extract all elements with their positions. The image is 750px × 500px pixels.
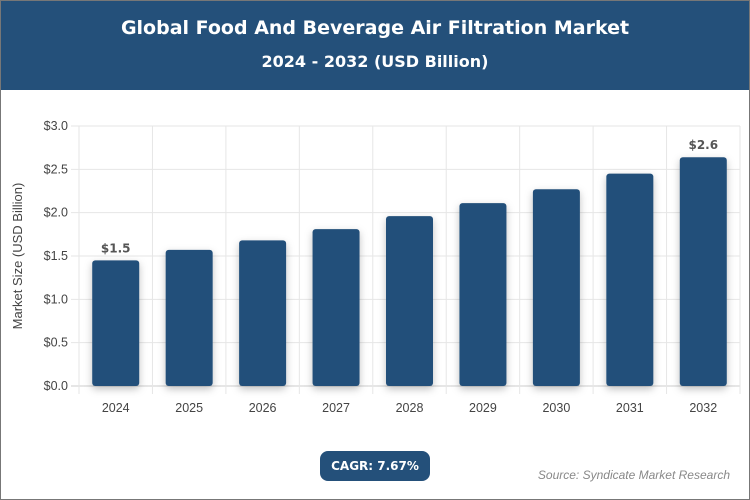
x-tick-label: 2026 [249,401,277,415]
y-tick-label: $2.0 [44,206,68,220]
source-note: Source: Syndicate Market Research [537,468,730,482]
y-axis-label: Market Size (USD Billion) [10,183,25,330]
bar-2026 [239,240,287,386]
y-tick-label: $2.5 [44,162,68,176]
bar-2027 [312,229,360,386]
x-tick-label: 2030 [542,401,570,415]
x-tick-label: 2027 [322,401,350,415]
bar-2029 [459,203,507,386]
y-tick-label: $1.5 [44,249,68,263]
chart-subtitle: 2024 - 2032 (USD Billion) [261,52,489,71]
chart-title: Global Food And Beverage Air Filtration … [120,17,630,39]
bar-2025 [165,249,213,386]
x-tick-label: 2024 [102,401,130,415]
x-tick-label: 2031 [616,401,644,415]
x-tick-label: 2032 [689,401,717,415]
bar-2030 [532,189,580,386]
x-tick-label: 2029 [469,401,497,415]
y-tick-label: $0.5 [44,336,68,350]
data-label: $1.5 [101,241,131,255]
x-tick-label: 2025 [175,401,203,415]
bar-2028 [386,216,433,386]
y-tick-label: $0.0 [44,379,68,393]
x-tick-label: 2028 [396,401,424,415]
y-tick-label: $1.0 [44,292,68,306]
cagr-badge: CAGR: 7.67% [320,451,430,481]
y-tick-label: $3.0 [44,119,68,133]
chart-header: Global Food And Beverage Air Filtration … [0,0,750,90]
bar-2024 [92,260,140,386]
data-label: $2.6 [688,138,718,152]
bar-2032 [679,157,727,386]
bar-2031 [606,173,654,386]
